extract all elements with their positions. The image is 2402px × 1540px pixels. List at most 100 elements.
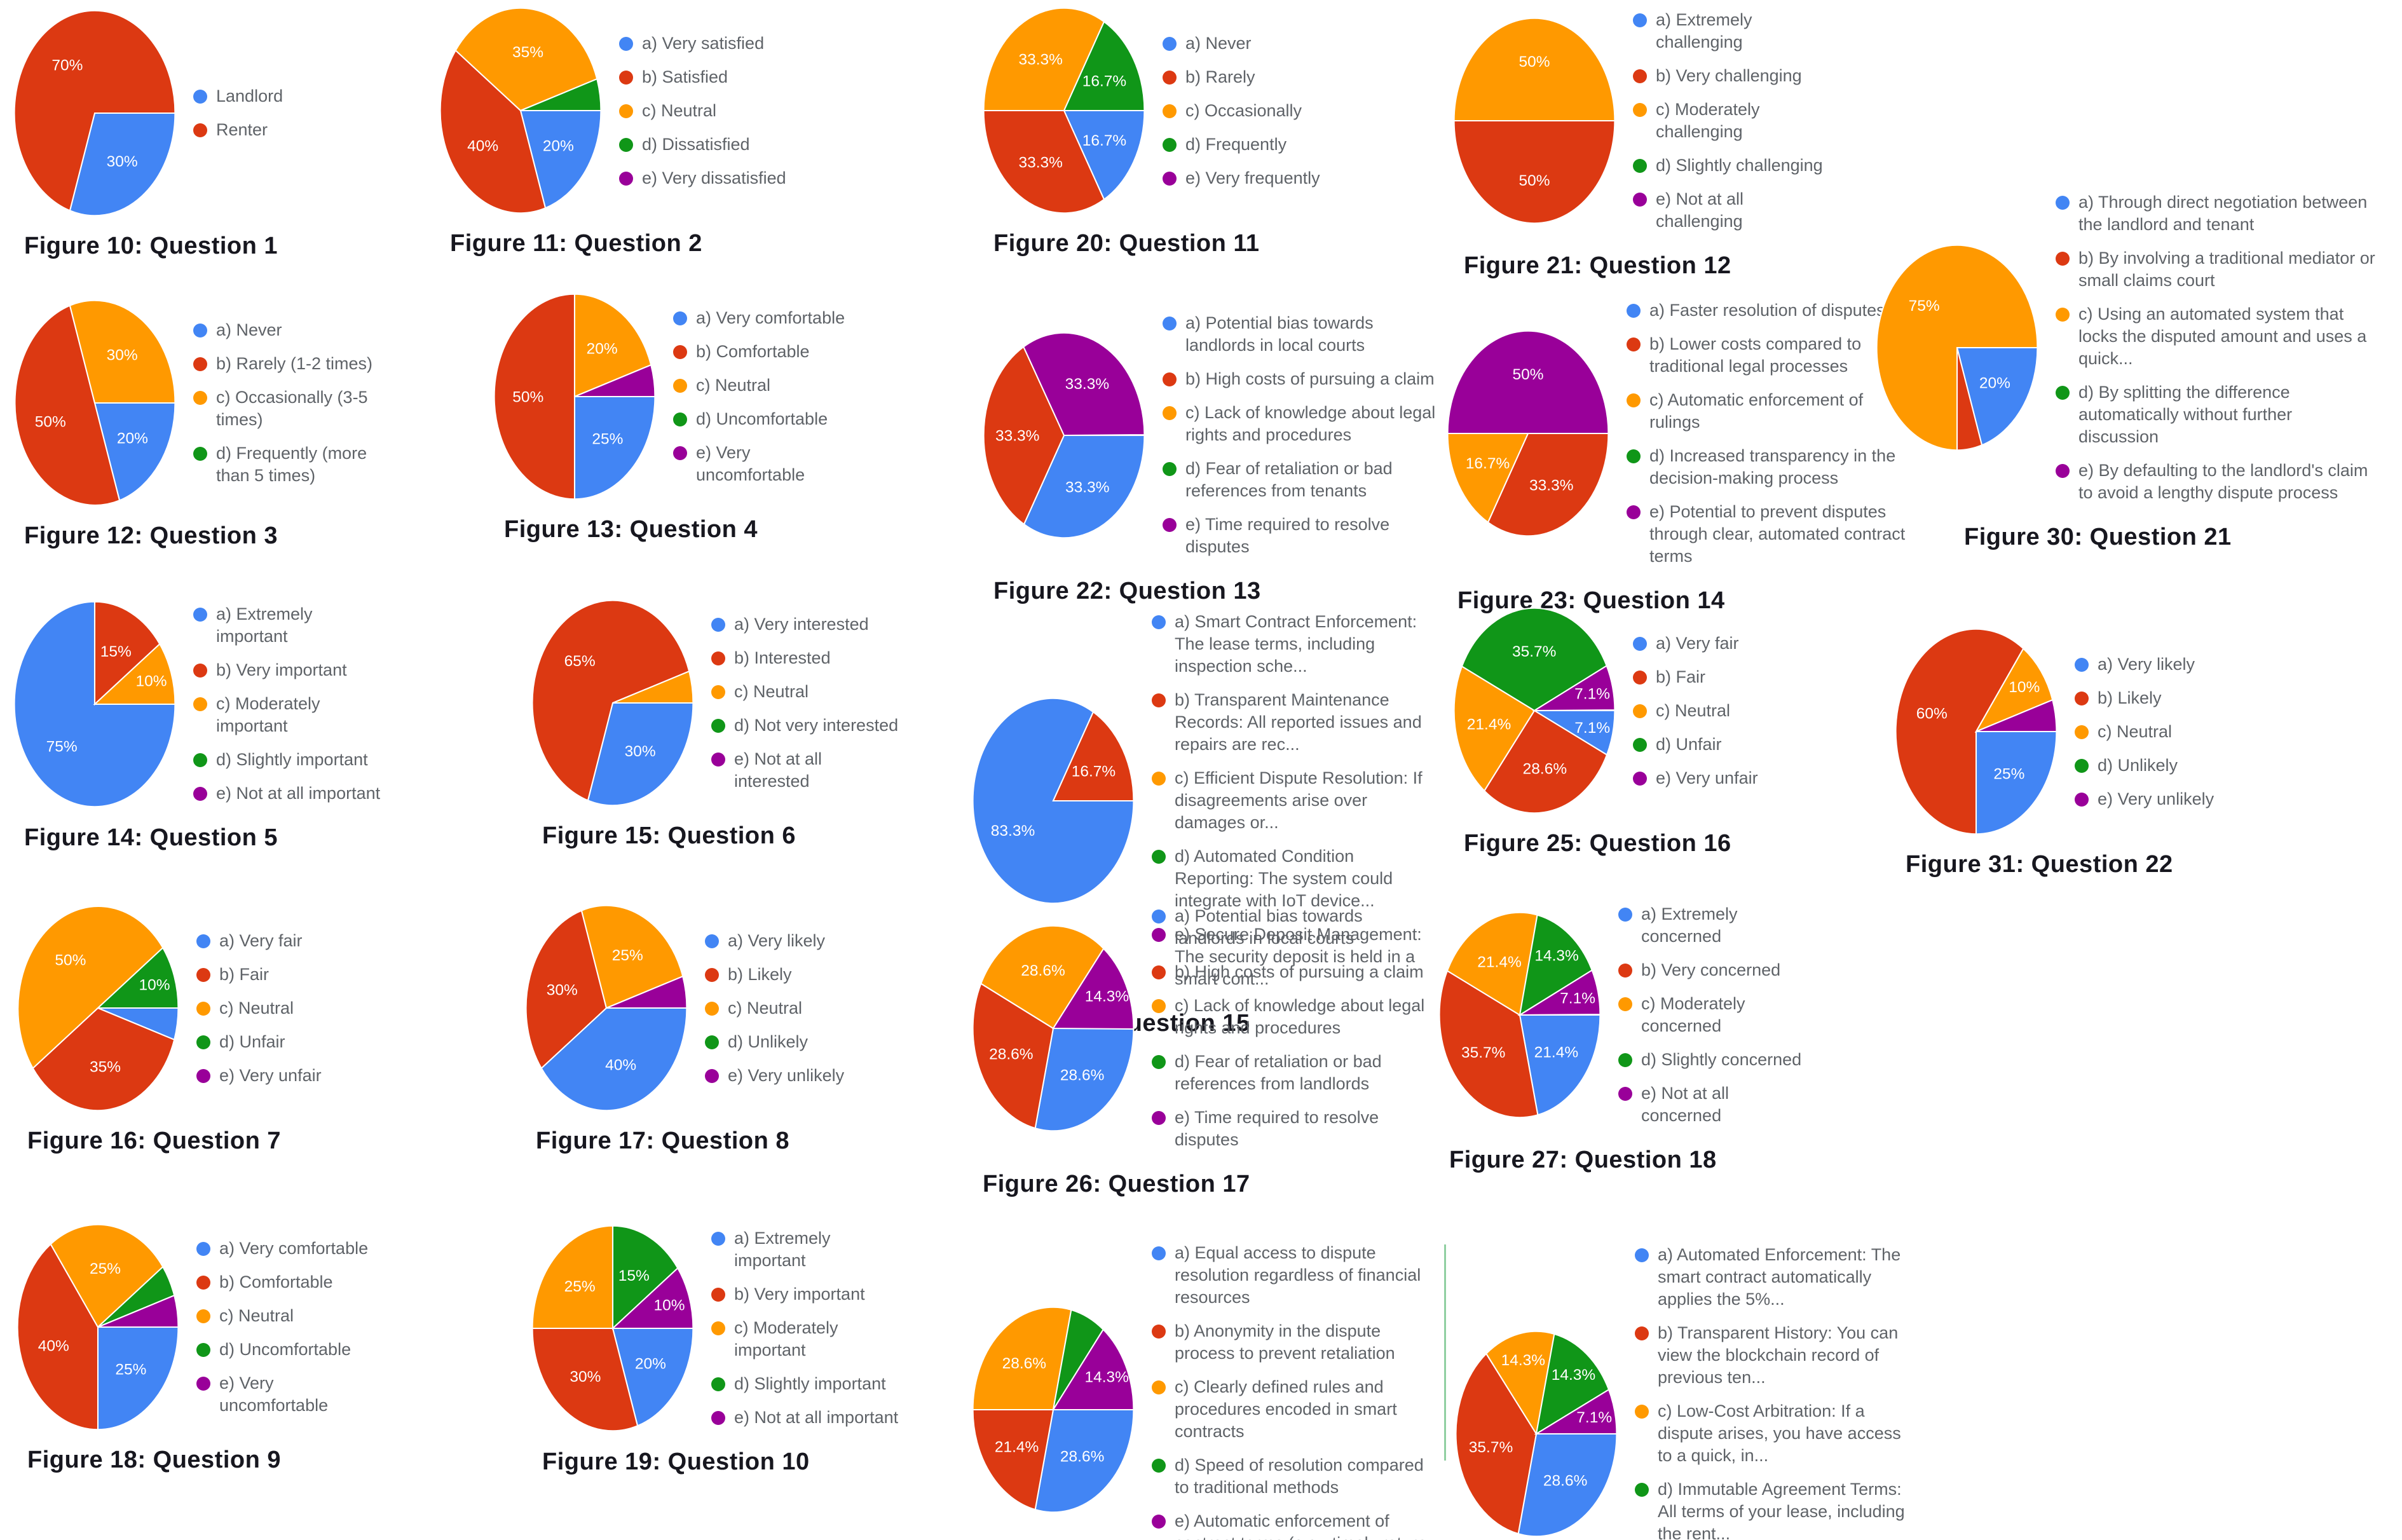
chart-row: 25% 60% 10% a) Very likely b) Likely c) Neutr… — [1894, 626, 2265, 837]
legend-color-dot-icon — [1633, 771, 1647, 786]
legend-color-dot-icon — [705, 1035, 719, 1049]
legend-label: d) Not very interested — [734, 716, 899, 735]
legend-label: a) Smart Contract Enforcement: The lease… — [1175, 612, 1417, 676]
legend-color-dot-icon — [196, 1377, 210, 1391]
legend-label: Renter — [216, 120, 268, 139]
figure-question-1: 30% 70% Landlord Renter Figure 10: Question … — [13, 8, 384, 260]
legend-label: d) By splitting the difference automatic… — [2078, 383, 2293, 446]
legend-item: b) Very concerned — [1618, 959, 1809, 981]
slice-percentage-label: 75% — [46, 738, 78, 755]
legend-item: d) Increased transparency in the decisio… — [1627, 445, 1910, 489]
figure-caption: Figure 20: Question 11 — [993, 230, 1260, 257]
chart-row: 20% 75% a) Through direct negotiation betw… — [1875, 186, 2377, 510]
legend-color-dot-icon — [705, 1068, 719, 1083]
legend-label: c) Automatic enforcement of rulings — [1649, 390, 1864, 432]
legend-label: a) Very interested — [734, 615, 869, 634]
figure-question-12: 50% 50% a) Extremely challenging b) Very ch… — [1452, 3, 1824, 280]
legend-item: d) Automated Condition Reporting: The sy… — [1152, 845, 1435, 912]
legend-label: c) Occasionally (3-5 times) — [216, 388, 368, 429]
legend-color-dot-icon — [196, 1309, 210, 1323]
legend-color-dot-icon — [193, 664, 207, 678]
slice-percentage-label: 7.1% — [1560, 990, 1595, 1007]
pie-slice — [1453, 665, 1536, 792]
slice-percentage-label: 35.7% — [1461, 1044, 1505, 1061]
pie-slice — [14, 304, 121, 506]
legend-label: d) Fear of retaliation or bad references… — [1185, 459, 1393, 500]
pie-chart: 20% 75% — [1876, 244, 2038, 451]
legend-label: a) Automated Enforcement: The smart cont… — [1658, 1245, 1901, 1309]
legend-color-dot-icon — [1635, 1405, 1649, 1419]
legend-item: e) Very uncomfortable — [196, 1372, 387, 1417]
pie-slice — [980, 925, 1105, 1029]
legend-label: a) Potential bias towards landlords in l… — [1185, 313, 1374, 355]
legend-color-dot-icon — [1152, 850, 1166, 864]
legend: a) Extremely important b) Very important c… — [711, 1222, 902, 1434]
legend-color-dot-icon — [2056, 464, 2070, 478]
pie-chart: 83.3% 16.7% — [972, 697, 1135, 904]
legend-item: b) Rarely — [1163, 66, 1353, 88]
pie-slice — [611, 1327, 694, 1427]
pie-chart: 25% 50% 20% — [493, 293, 656, 500]
legend-color-dot-icon — [1152, 1459, 1166, 1473]
pie-slice — [573, 395, 656, 500]
pie-chart: 25% 40% 25% — [17, 1223, 179, 1431]
legend-item: a) Very fair — [196, 930, 387, 952]
slice-percentage-label: 25% — [612, 947, 643, 964]
slice-percentage-label: 60% — [1916, 705, 1948, 722]
legend-item: a) Extremely concerned — [1618, 903, 1809, 948]
pie-chart: 35% 50% 10% — [17, 905, 179, 1112]
slice-percentage-label: 35% — [512, 44, 543, 61]
legend-color-dot-icon — [1152, 615, 1166, 629]
slice-percentage-label: 16.7% — [1466, 455, 1510, 472]
legend-color-dot-icon — [673, 345, 687, 359]
legend-color-dot-icon — [619, 70, 633, 85]
pie-chart: 28.6% 35.7% 14.3% 14.3% 7.1% — [1455, 1330, 1618, 1537]
legend-label: e) Very unfair — [1656, 768, 1758, 787]
slice-percentage-label: 30% — [107, 347, 138, 364]
legend-label: Landlord — [216, 86, 283, 106]
legend-color-dot-icon — [193, 447, 207, 461]
legend-item: b) Likely — [705, 964, 896, 986]
legend-label: b) High costs of pursuing a claim — [1175, 962, 1424, 981]
legend-item: a) Very comfortable — [673, 307, 864, 329]
legend-color-dot-icon — [619, 36, 633, 51]
legend-color-dot-icon — [2075, 725, 2089, 739]
figure-caption: Figure 15: Question 6 — [542, 822, 796, 849]
figure-caption: Figure 26: Question 17 — [983, 1171, 1250, 1197]
pie-slice — [972, 1408, 1054, 1510]
legend-item: a) Very fair — [1633, 632, 1824, 655]
slice-percentage-label: 50% — [1518, 172, 1550, 189]
legend-label: e) Automatic enforcement of contract ter… — [1175, 1511, 1426, 1540]
pie-slice — [525, 910, 608, 1070]
pie-slice — [1023, 434, 1145, 538]
legend-item: e) Not at all interested — [711, 748, 902, 793]
legend-label: b) Rarely (1-2 times) — [216, 354, 373, 373]
legend-item: c) Moderately challenging — [1633, 99, 1824, 143]
legend-color-dot-icon — [1627, 393, 1641, 407]
pie-slice — [612, 670, 694, 704]
legend-color-dot-icon — [1635, 1248, 1649, 1262]
legend-color-dot-icon — [1152, 1515, 1166, 1529]
legend: a) Never b) Rarely (1-2 times) c) Occasion… — [193, 313, 384, 493]
legend-label: e) Time required to resolve disputes — [1175, 1108, 1379, 1149]
legend-item: b) Satisfied — [619, 66, 810, 88]
legend-color-dot-icon — [1163, 462, 1177, 476]
legend-color-dot-icon — [1152, 1246, 1166, 1260]
legend-label: c) Neutral — [219, 1306, 294, 1325]
legend-label: d) Speed of resolution compared to tradi… — [1175, 1455, 1424, 1497]
chart-row: 20% 50% 30% a) Never b) Rarely (1-2 times) c)… — [13, 297, 384, 508]
slice-percentage-label: 20% — [635, 1355, 666, 1372]
legend-label: e) Very unlikely — [2098, 789, 2214, 808]
legend-color-dot-icon — [1152, 772, 1166, 786]
legend: a) Faster resolution of disputes b) Lower… — [1627, 294, 1910, 573]
legend-label: d) Uncomfortable — [696, 409, 828, 428]
legend: a) Very satisfied b) Satisfied c) Neutral d… — [619, 27, 810, 195]
legend-item: e) Secure Deposit Management: The securi… — [1152, 923, 1435, 990]
legend-color-dot-icon — [193, 90, 207, 104]
legend-label: b) Comfortable — [696, 342, 810, 361]
legend-item: b) Anonymity in the dispute process to p… — [1152, 1320, 1435, 1365]
legend-item: b) High costs of pursuing a claim — [1163, 368, 1446, 390]
legend-item: d) Fear of retaliation or bad references… — [1163, 458, 1446, 502]
legend-color-dot-icon — [1152, 1055, 1166, 1069]
slice-percentage-label: 14.3% — [1552, 1366, 1595, 1384]
